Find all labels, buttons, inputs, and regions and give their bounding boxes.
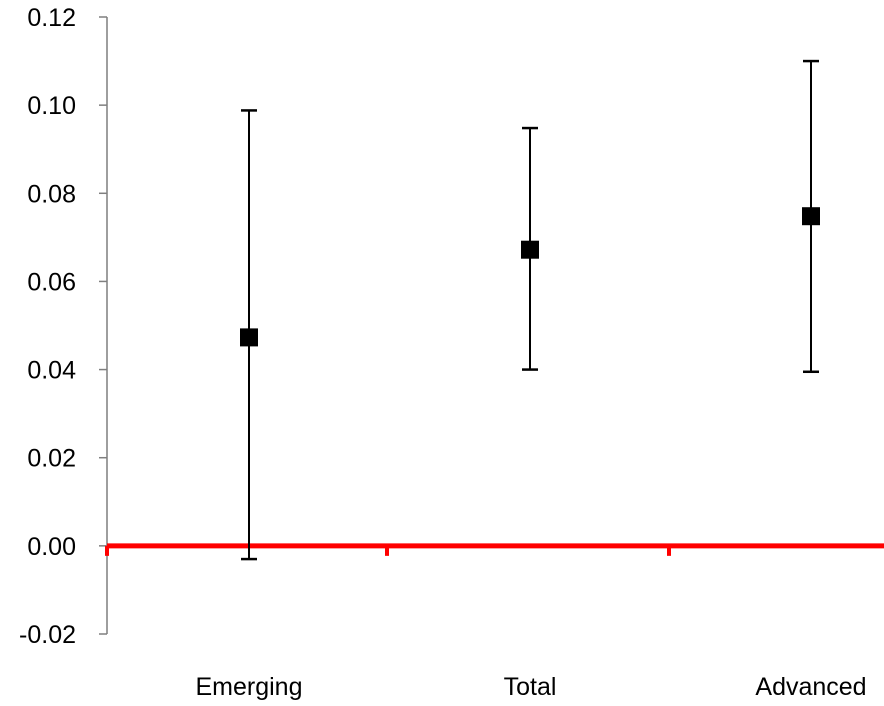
y-tick-label: 0.06	[27, 268, 76, 296]
y-tick-label: 0.02	[27, 445, 76, 473]
y-tick-label: 0.04	[27, 357, 76, 385]
data-markers	[240, 207, 820, 347]
y-tick-label: 0.10	[27, 92, 76, 120]
y-tick-label: 0.08	[27, 180, 76, 208]
data-point-marker	[240, 328, 258, 347]
y-axis: -0.02 0.00 0.02 0.04 0.06 0.08 0.10 0.12	[19, 4, 108, 649]
zero-reference-line	[105, 543, 884, 556]
y-tick-label: -0.02	[19, 621, 76, 649]
y-tick-label: 0.12	[27, 4, 76, 32]
data-point-marker	[802, 207, 820, 226]
y-tick-label: 0.00	[27, 533, 76, 561]
x-category-label: Emerging	[196, 673, 303, 701]
x-axis-labels: Emerging Total Advanced	[196, 673, 867, 701]
data-point-marker	[521, 240, 539, 259]
x-category-label: Total	[504, 673, 557, 701]
error-bars	[241, 59, 819, 561]
x-category-label: Advanced	[755, 673, 866, 701]
